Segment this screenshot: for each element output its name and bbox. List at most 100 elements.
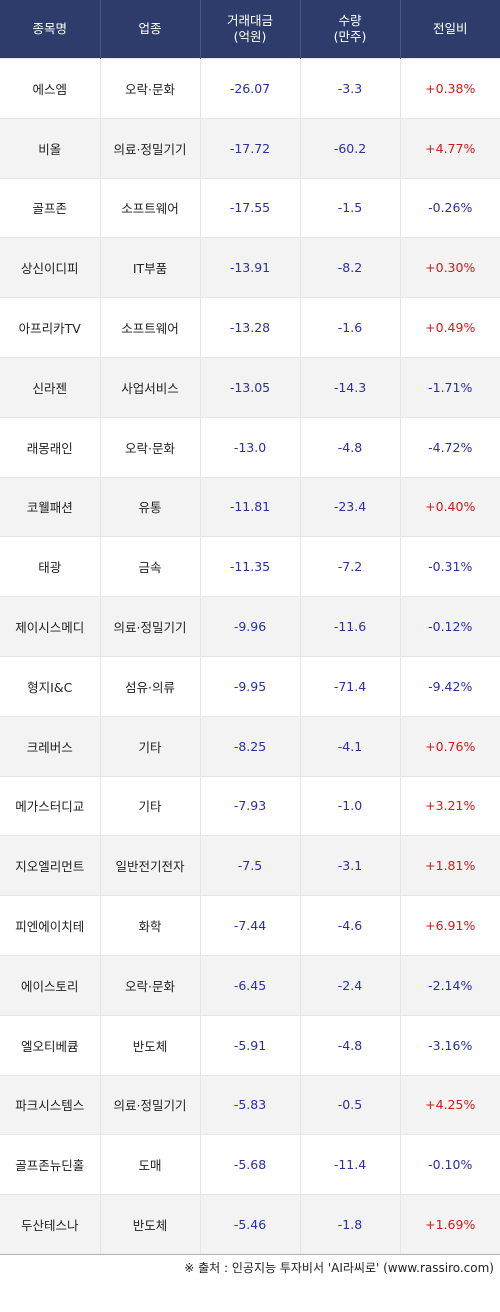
- volume-cell: -8.2: [300, 237, 401, 298]
- amount-cell: -13.91: [200, 237, 301, 298]
- stock-name-cell: 두산테스나: [0, 1194, 101, 1255]
- table-row: 피엔에이치테 화학 -7.44 -4.6 +6.91%: [0, 895, 500, 956]
- header-amount-unit: (억원): [233, 29, 267, 44]
- table-row: 에스엠 오락·문화 -26.07 -3.3 +0.38%: [0, 58, 500, 119]
- change-cell: +6.91%: [400, 895, 500, 956]
- volume-cell: -23.4: [300, 476, 401, 537]
- header-change-label: 전일비: [432, 21, 468, 36]
- volume-cell: -3.3: [300, 58, 401, 119]
- amount-cell: -6.45: [200, 954, 301, 1016]
- header-volume-label: 수량: [338, 13, 362, 28]
- stock-name-cell: 형지I&C: [0, 655, 101, 717]
- change-cell: +0.49%: [400, 297, 500, 358]
- table-header: 종목명 업종 거래대금 (억원) 수량 (만주) 전일비: [0, 0, 500, 59]
- sector-cell: 금속: [100, 536, 201, 597]
- stock-table: 종목명 업종 거래대금 (억원) 수량 (만주) 전일비 에스엠 오락·문화 -26.0…: [0, 0, 500, 1255]
- stock-name-cell: 래몽래인: [0, 416, 101, 478]
- sector-cell: 의료·정밀기기: [100, 596, 201, 657]
- table-row: 코웰패션 유통 -11.81 -23.4 +0.40%: [0, 476, 500, 537]
- table-row: 골프존뉴딘홀 도매 -5.68 -11.4 -0.10%: [0, 1134, 500, 1195]
- change-cell: -3.16%: [400, 1014, 500, 1076]
- amount-cell: -5.46: [200, 1194, 301, 1255]
- volume-cell: -0.5: [300, 1074, 401, 1135]
- stock-name-cell: 지오엘리먼트: [0, 835, 101, 896]
- amount-cell: -5.68: [200, 1134, 301, 1195]
- volume-cell: -4.1: [300, 715, 401, 777]
- source-note: ※ 출처 : 인공지능 투자비서 'AI라씨로' (www.rassiro.co…: [184, 1261, 494, 1275]
- table-row: 형지I&C 섬유·의류 -9.95 -71.4 -9.42%: [0, 655, 500, 717]
- amount-cell: -17.55: [200, 177, 301, 238]
- stock-name-cell: 메가스터디교: [0, 775, 101, 836]
- stock-name-cell: 피엔에이치테: [0, 895, 101, 956]
- volume-cell: -4.6: [300, 895, 401, 956]
- change-cell: +4.77%: [400, 117, 500, 179]
- change-cell: +0.76%: [400, 715, 500, 777]
- amount-cell: -9.95: [200, 655, 301, 717]
- volume-cell: -3.1: [300, 835, 401, 896]
- table-row: 파크시스템스 의료·정밀기기 -5.83 -0.5 +4.25%: [0, 1074, 500, 1135]
- sector-cell: 소프트웨어: [100, 297, 201, 358]
- header-change: 전일비: [400, 0, 500, 59]
- stock-name-cell: 아프리카TV: [0, 297, 101, 358]
- volume-cell: -71.4: [300, 655, 401, 717]
- stock-name-cell: 엘오티베큠: [0, 1014, 101, 1076]
- stock-name-cell: 에이스토리: [0, 954, 101, 1016]
- sector-cell: 의료·정밀기기: [100, 117, 201, 179]
- change-cell: -0.12%: [400, 596, 500, 657]
- stock-name-cell: 골프존뉴딘홀: [0, 1134, 101, 1195]
- stock-name-cell: 골프존: [0, 177, 101, 238]
- header-amount-label: 거래대금: [226, 13, 273, 28]
- table-row: 골프존 소프트웨어 -17.55 -1.5 -0.26%: [0, 177, 500, 238]
- amount-cell: -13.05: [200, 356, 301, 418]
- sector-cell: 오락·문화: [100, 416, 201, 478]
- table-row: 태광 금속 -11.35 -7.2 -0.31%: [0, 536, 500, 597]
- amount-cell: -13.28: [200, 297, 301, 358]
- sector-cell: 오락·문화: [100, 954, 201, 1016]
- sector-cell: 도매: [100, 1134, 201, 1195]
- header-sector: 업종: [100, 0, 201, 59]
- volume-cell: -4.8: [300, 1014, 401, 1076]
- amount-cell: -26.07: [200, 58, 301, 119]
- sector-cell: 섬유·의류: [100, 655, 201, 717]
- amount-cell: -7.44: [200, 895, 301, 956]
- sector-cell: 오락·문화: [100, 58, 201, 119]
- change-cell: +0.38%: [400, 58, 500, 119]
- stock-name-cell: 코웰패션: [0, 476, 101, 537]
- amount-cell: -17.72: [200, 117, 301, 179]
- table-row: 비올 의료·정밀기기 -17.72 -60.2 +4.77%: [0, 117, 500, 179]
- table-row: 신라젠 사업서비스 -13.05 -14.3 -1.71%: [0, 356, 500, 418]
- volume-cell: -60.2: [300, 117, 401, 179]
- sector-cell: 의료·정밀기기: [100, 1074, 201, 1135]
- volume-cell: -11.6: [300, 596, 401, 657]
- change-cell: +1.69%: [400, 1194, 500, 1255]
- table-row: 제이시스메디 의료·정밀기기 -9.96 -11.6 -0.12%: [0, 596, 500, 657]
- stock-name-cell: 파크시스템스: [0, 1074, 101, 1135]
- table-row: 엘오티베큠 반도체 -5.91 -4.8 -3.16%: [0, 1014, 500, 1076]
- stock-name-cell: 태광: [0, 536, 101, 597]
- amount-cell: -13.0: [200, 416, 301, 478]
- volume-cell: -7.2: [300, 536, 401, 597]
- table-body: 에스엠 오락·문화 -26.07 -3.3 +0.38% 비올 의료·정밀기기 -17.72-…: [0, 58, 500, 1255]
- table-row: 래몽래인 오락·문화 -13.0 -4.8 -4.72%: [0, 416, 500, 478]
- change-cell: -9.42%: [400, 655, 500, 717]
- table-row: 크레버스 기타 -8.25 -4.1 +0.76%: [0, 715, 500, 777]
- table-row: 메가스터디교 기타 -7.93 -1.0 +3.21%: [0, 775, 500, 836]
- table-row: 아프리카TV 소프트웨어 -13.28 -1.6 +0.49%: [0, 297, 500, 358]
- amount-cell: -11.35: [200, 536, 301, 597]
- header-volume: 수량 (만주): [300, 0, 401, 59]
- header-volume-unit: (만주): [333, 29, 367, 44]
- header-sector-label: 업종: [138, 21, 162, 36]
- stock-name-cell: 상신이디피: [0, 237, 101, 298]
- amount-cell: -5.91: [200, 1014, 301, 1076]
- volume-cell: -1.6: [300, 297, 401, 358]
- header-name: 종목명: [0, 0, 101, 59]
- amount-cell: -7.93: [200, 775, 301, 836]
- table-row: 상신이디피 IT부품 -13.91 -8.2 +0.30%: [0, 237, 500, 298]
- table-row: 에이스토리 오락·문화 -6.45 -2.4 -2.14%: [0, 954, 500, 1016]
- volume-cell: -2.4: [300, 954, 401, 1016]
- volume-cell: -1.5: [300, 177, 401, 238]
- change-cell: +4.25%: [400, 1074, 500, 1135]
- volume-cell: -1.0: [300, 775, 401, 836]
- change-cell: +3.21%: [400, 775, 500, 836]
- change-cell: -0.10%: [400, 1134, 500, 1195]
